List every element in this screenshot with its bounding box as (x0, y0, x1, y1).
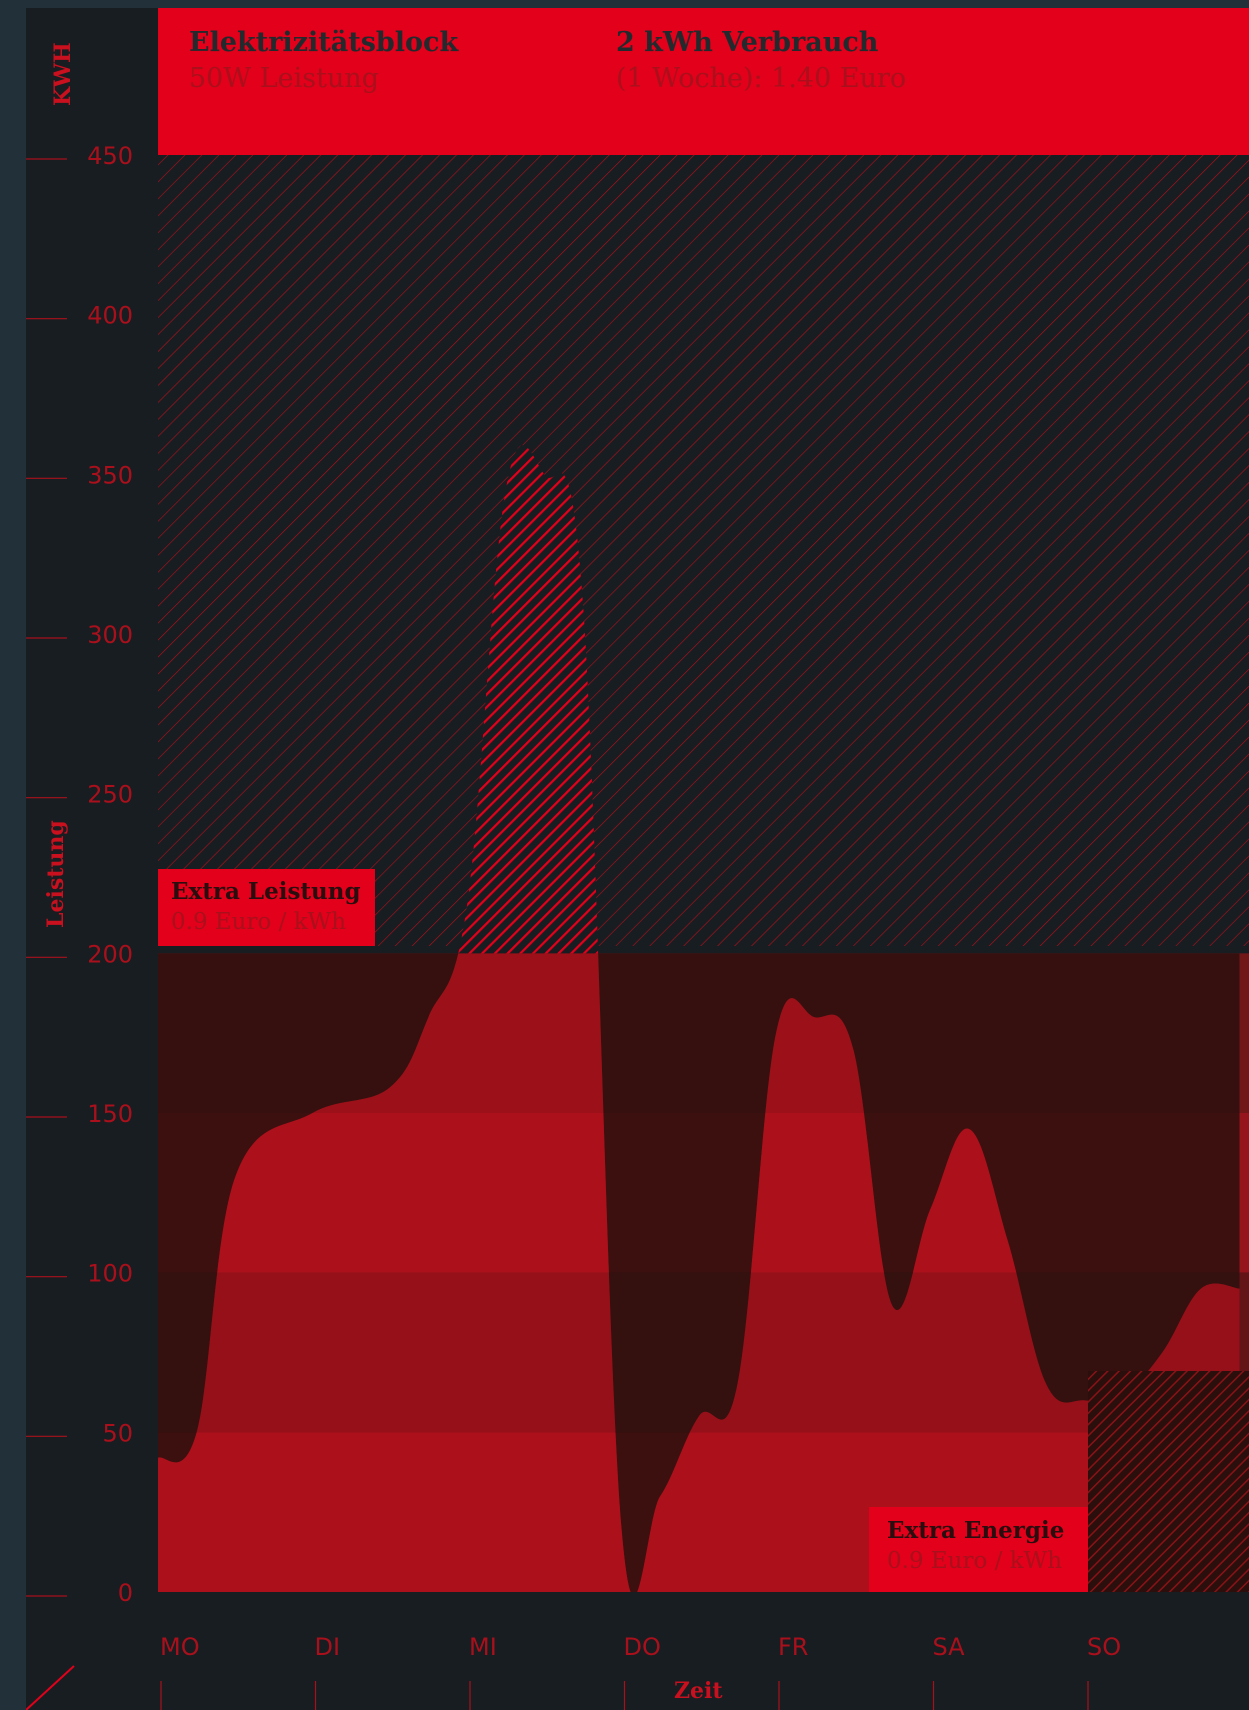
x-tick-label: DO (624, 1633, 661, 1661)
y-tick-label: 350 (87, 461, 133, 489)
y-tick-label: 300 (87, 621, 133, 649)
y-tick-label: 450 (87, 142, 133, 170)
x-tick-label: SO (1087, 1633, 1121, 1661)
chart-canvas: Elektrizitätsblock 50W Leistung 2 kWh Ve… (26, 8, 1249, 1710)
y-axis-title: Leistung (43, 820, 69, 928)
series-area-under-threshold (158, 953, 1240, 1592)
y-tick-label: 400 (87, 302, 133, 330)
extra-energy-title: Extra Energie (887, 1517, 1064, 1544)
y-axis: 0 50 100 150 200 250 300 350 400 450 (26, 142, 133, 1607)
corner-slash (26, 1665, 75, 1710)
y-unit-label: KWH (50, 42, 76, 106)
extra-power-title: Extra Leistung (171, 878, 361, 905)
x-axis: MO DI MI DO FR SA SO (160, 1633, 1121, 1710)
y-tick-label: 50 (102, 1419, 133, 1447)
header-usage-title: 2 kWh Verbrauch (616, 27, 879, 58)
extra-power-sub: 0.9 Euro / kWh (171, 909, 346, 935)
y-tick-label: 0 (118, 1579, 133, 1607)
y-tick-label: 250 (87, 781, 133, 809)
extra-power-label: Extra Leistung 0.9 Euro / kWh (158, 869, 375, 946)
y-tick-label: 100 (87, 1260, 133, 1288)
y-tick-label: 150 (87, 1100, 133, 1128)
x-axis-title: Zeit (674, 1678, 723, 1704)
hatch-region (158, 155, 1249, 946)
extra-energy-sub: 0.9 Euro / kWh (887, 1548, 1062, 1574)
x-tick-label: FR (778, 1633, 808, 1661)
hatch-block-sunday (1088, 1371, 1249, 1592)
x-tick-label: MO (160, 1633, 200, 1661)
y-tick-label: 200 (87, 940, 133, 968)
x-tick-label: SA (933, 1633, 966, 1661)
x-tick-label: DI (315, 1633, 341, 1661)
header-usage-sub: (1 Woche): 1.40 Euro (616, 63, 906, 94)
header-bar (158, 8, 1249, 155)
extra-energy-label: Extra Energie 0.9 Euro / kWh (869, 1507, 1088, 1592)
series-area-over-threshold (458, 445, 599, 954)
header-block-sub: 50W Leistung (189, 63, 379, 94)
chart-root: Elektrizitätsblock 50W Leistung 2 kWh Ve… (26, 8, 1249, 1710)
x-tick-label: MI (469, 1633, 497, 1661)
series-area-below-curve (158, 953, 1240, 1592)
header-block-title: Elektrizitätsblock (189, 27, 459, 58)
